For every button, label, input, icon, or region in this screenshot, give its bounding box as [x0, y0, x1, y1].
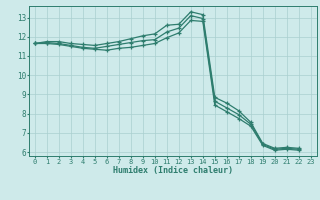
X-axis label: Humidex (Indice chaleur): Humidex (Indice chaleur): [113, 166, 233, 175]
